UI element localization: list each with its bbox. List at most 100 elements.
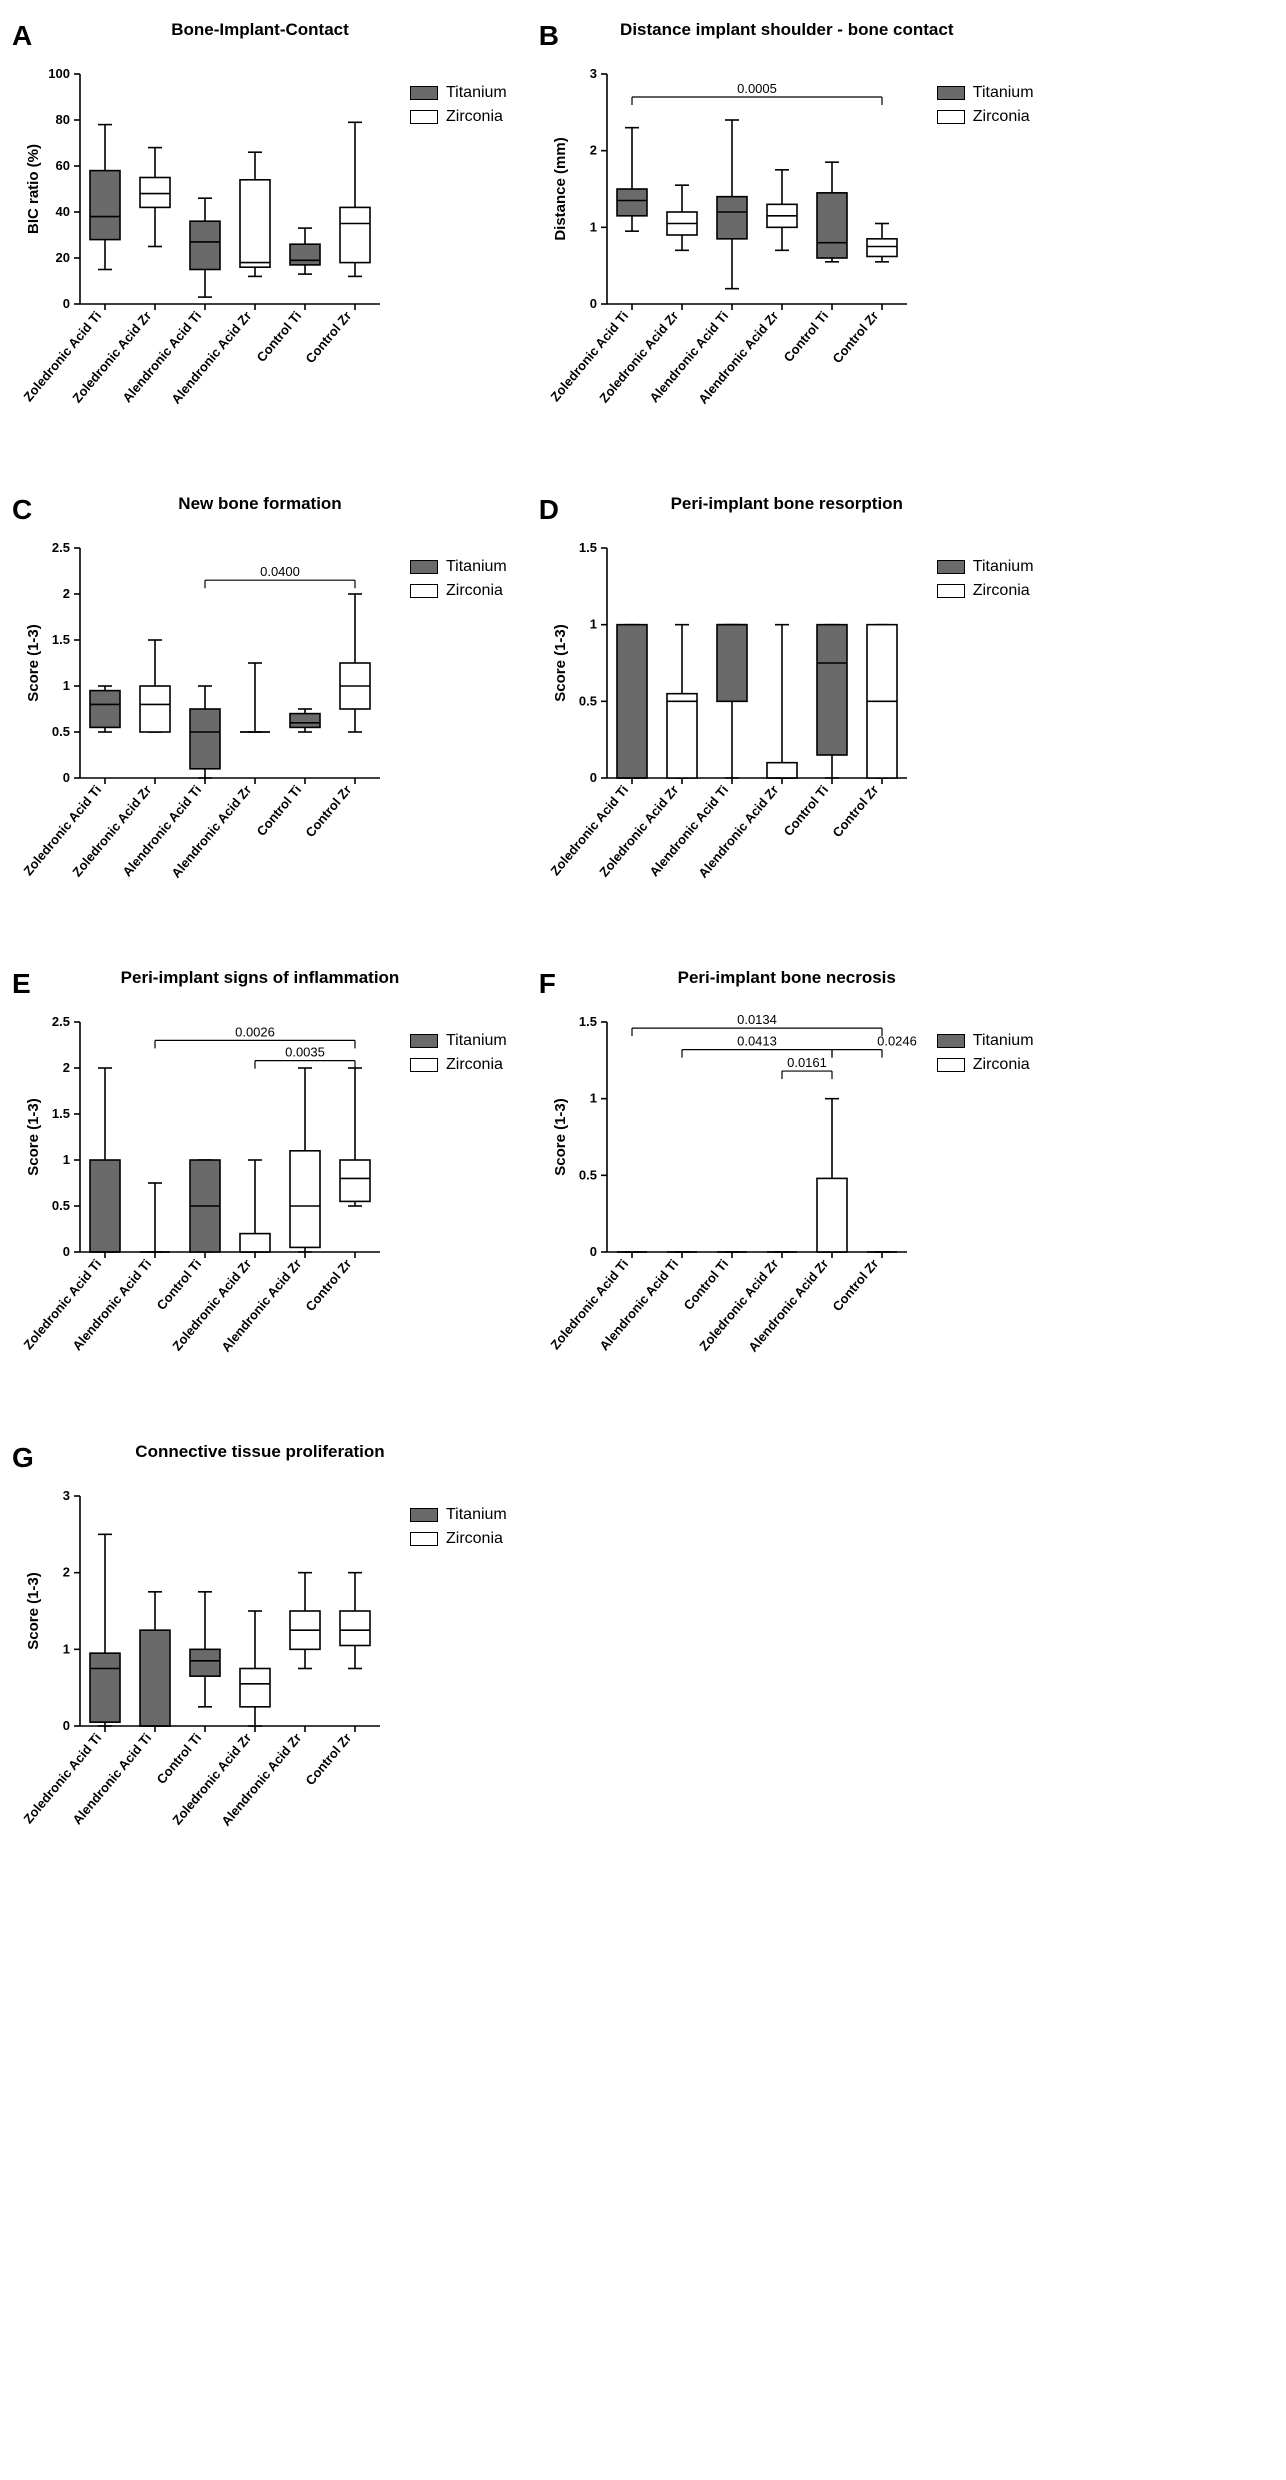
legend-swatch-titanium xyxy=(410,1034,438,1048)
svg-text:Score (1-3): Score (1-3) xyxy=(25,624,42,702)
legend-item-zirconia: Zirconia xyxy=(937,582,1034,600)
panel-title: Distance implant shoulder - bone contact xyxy=(607,20,967,40)
svg-text:1.5: 1.5 xyxy=(52,632,70,647)
svg-text:Control Ti: Control Ti xyxy=(780,308,831,364)
legend-label: Zirconia xyxy=(973,1056,1030,1074)
svg-text:0: 0 xyxy=(590,1244,597,1259)
legend-label: Titanium xyxy=(973,558,1034,576)
svg-text:0: 0 xyxy=(63,296,70,311)
svg-text:0.0134: 0.0134 xyxy=(737,1012,777,1027)
legend-label: Zirconia xyxy=(446,1530,503,1548)
legend-label: Zirconia xyxy=(973,108,1030,126)
svg-text:Control Zr: Control Zr xyxy=(829,1256,881,1314)
svg-text:Control Zr: Control Zr xyxy=(302,782,354,840)
legend-item-titanium: Titanium xyxy=(410,1506,507,1524)
svg-text:0.0026: 0.0026 xyxy=(235,1024,275,1039)
svg-text:0: 0 xyxy=(63,1718,70,1733)
panel-row: EPeri-implant signs of inflammation00.51… xyxy=(20,968,1266,1402)
legend: Titanium Zirconia xyxy=(410,1032,507,1402)
svg-text:100: 100 xyxy=(48,66,70,81)
panel-title: Connective tissue proliferation xyxy=(80,1442,440,1462)
chart: 0123Score (1-3)Zoledronic Acid TiAlendro… xyxy=(20,1466,507,1876)
svg-text:0.0246: 0.0246 xyxy=(877,1034,917,1049)
chart: 020406080100BIC ratio (%)Zoledronic Acid… xyxy=(20,44,507,454)
svg-text:1.5: 1.5 xyxy=(579,540,597,555)
panel-letter: G xyxy=(12,1442,34,1474)
legend-swatch-zirconia xyxy=(937,584,965,598)
svg-text:0: 0 xyxy=(63,1244,70,1259)
legend-swatch-titanium xyxy=(410,1508,438,1522)
legend: Titanium Zirconia xyxy=(937,84,1034,454)
legend-swatch-titanium xyxy=(410,560,438,574)
svg-text:Distance (mm): Distance (mm) xyxy=(552,137,569,240)
svg-text:Control Ti: Control Ti xyxy=(154,1730,205,1786)
svg-text:Control Ti: Control Ti xyxy=(254,782,305,838)
svg-text:80: 80 xyxy=(56,112,70,127)
svg-text:0.5: 0.5 xyxy=(579,693,597,708)
legend-item-titanium: Titanium xyxy=(410,558,507,576)
legend-label: Titanium xyxy=(973,84,1034,102)
svg-text:0.0035: 0.0035 xyxy=(285,1045,325,1060)
legend: Titanium Zirconia xyxy=(410,1506,507,1876)
legend-item-zirconia: Zirconia xyxy=(937,1056,1034,1074)
legend-swatch-zirconia xyxy=(410,1532,438,1546)
svg-text:0.0005: 0.0005 xyxy=(737,81,777,96)
svg-text:Control Zr: Control Zr xyxy=(302,1256,354,1314)
svg-text:0.0161: 0.0161 xyxy=(787,1055,827,1070)
svg-text:1.5: 1.5 xyxy=(52,1106,70,1121)
svg-text:1: 1 xyxy=(63,1641,70,1656)
legend-item-zirconia: Zirconia xyxy=(937,108,1034,126)
svg-text:0: 0 xyxy=(590,296,597,311)
panel-letter: E xyxy=(12,968,31,1000)
legend-label: Zirconia xyxy=(446,1056,503,1074)
legend-item-zirconia: Zirconia xyxy=(410,1530,507,1548)
svg-text:0: 0 xyxy=(590,770,597,785)
panel-C: CNew bone formation00.511.522.5Score (1-… xyxy=(20,494,507,928)
legend-label: Titanium xyxy=(446,1032,507,1050)
legend-swatch-zirconia xyxy=(937,1058,965,1072)
svg-text:Score (1-3): Score (1-3) xyxy=(552,624,569,702)
svg-text:0.0400: 0.0400 xyxy=(260,564,300,579)
panel-letter: F xyxy=(539,968,556,1000)
legend-label: Zirconia xyxy=(973,582,1030,600)
chart: 00.511.5Score (1-3)Zoledronic Acid TiZol… xyxy=(547,518,1034,928)
svg-text:Score (1-3): Score (1-3) xyxy=(552,1098,569,1176)
panel-F: FPeri-implant bone necrosis00.511.5Score… xyxy=(547,968,1034,1402)
panel-row: ABone-Implant-Contact020406080100BIC rat… xyxy=(20,20,1266,454)
svg-text:1: 1 xyxy=(63,678,70,693)
svg-text:Control Ti: Control Ti xyxy=(154,1256,205,1312)
legend-item-zirconia: Zirconia xyxy=(410,1056,507,1074)
svg-text:0.5: 0.5 xyxy=(579,1167,597,1182)
legend-swatch-zirconia xyxy=(410,110,438,124)
svg-text:Control Ti: Control Ti xyxy=(680,1256,731,1312)
panel-letter: A xyxy=(12,20,32,52)
chart: 00.511.522.5Score (1-3)Zoledronic Acid T… xyxy=(20,518,507,928)
svg-text:20: 20 xyxy=(56,250,70,265)
legend-swatch-zirconia xyxy=(410,1058,438,1072)
panel-title: Peri-implant bone resorption xyxy=(607,494,967,514)
legend-label: Zirconia xyxy=(446,582,503,600)
svg-text:2: 2 xyxy=(63,1060,70,1075)
svg-text:2: 2 xyxy=(63,1565,70,1580)
svg-text:1: 1 xyxy=(590,219,597,234)
svg-text:Control Ti: Control Ti xyxy=(780,782,831,838)
panel-D: DPeri-implant bone resorption00.511.5Sco… xyxy=(547,494,1034,928)
chart: 00.511.5Score (1-3)Zoledronic Acid TiAle… xyxy=(547,992,1034,1402)
panel-letter: D xyxy=(539,494,559,526)
panel-title: New bone formation xyxy=(80,494,440,514)
panel-letter: C xyxy=(12,494,32,526)
svg-text:Score (1-3): Score (1-3) xyxy=(25,1098,42,1176)
panel-title: Peri-implant bone necrosis xyxy=(607,968,967,988)
legend: Titanium Zirconia xyxy=(410,84,507,454)
svg-text:Score (1-3): Score (1-3) xyxy=(25,1572,42,1650)
svg-text:3: 3 xyxy=(590,66,597,81)
svg-text:2.5: 2.5 xyxy=(52,540,70,555)
panel-A: ABone-Implant-Contact020406080100BIC rat… xyxy=(20,20,507,454)
panel-G: GConnective tissue proliferation0123Scor… xyxy=(20,1442,507,1876)
legend-label: Titanium xyxy=(446,558,507,576)
svg-text:2: 2 xyxy=(63,586,70,601)
svg-text:Control Zr: Control Zr xyxy=(302,1730,354,1788)
svg-text:Control Zr: Control Zr xyxy=(302,308,354,366)
legend-label: Titanium xyxy=(446,1506,507,1524)
legend-item-titanium: Titanium xyxy=(410,84,507,102)
